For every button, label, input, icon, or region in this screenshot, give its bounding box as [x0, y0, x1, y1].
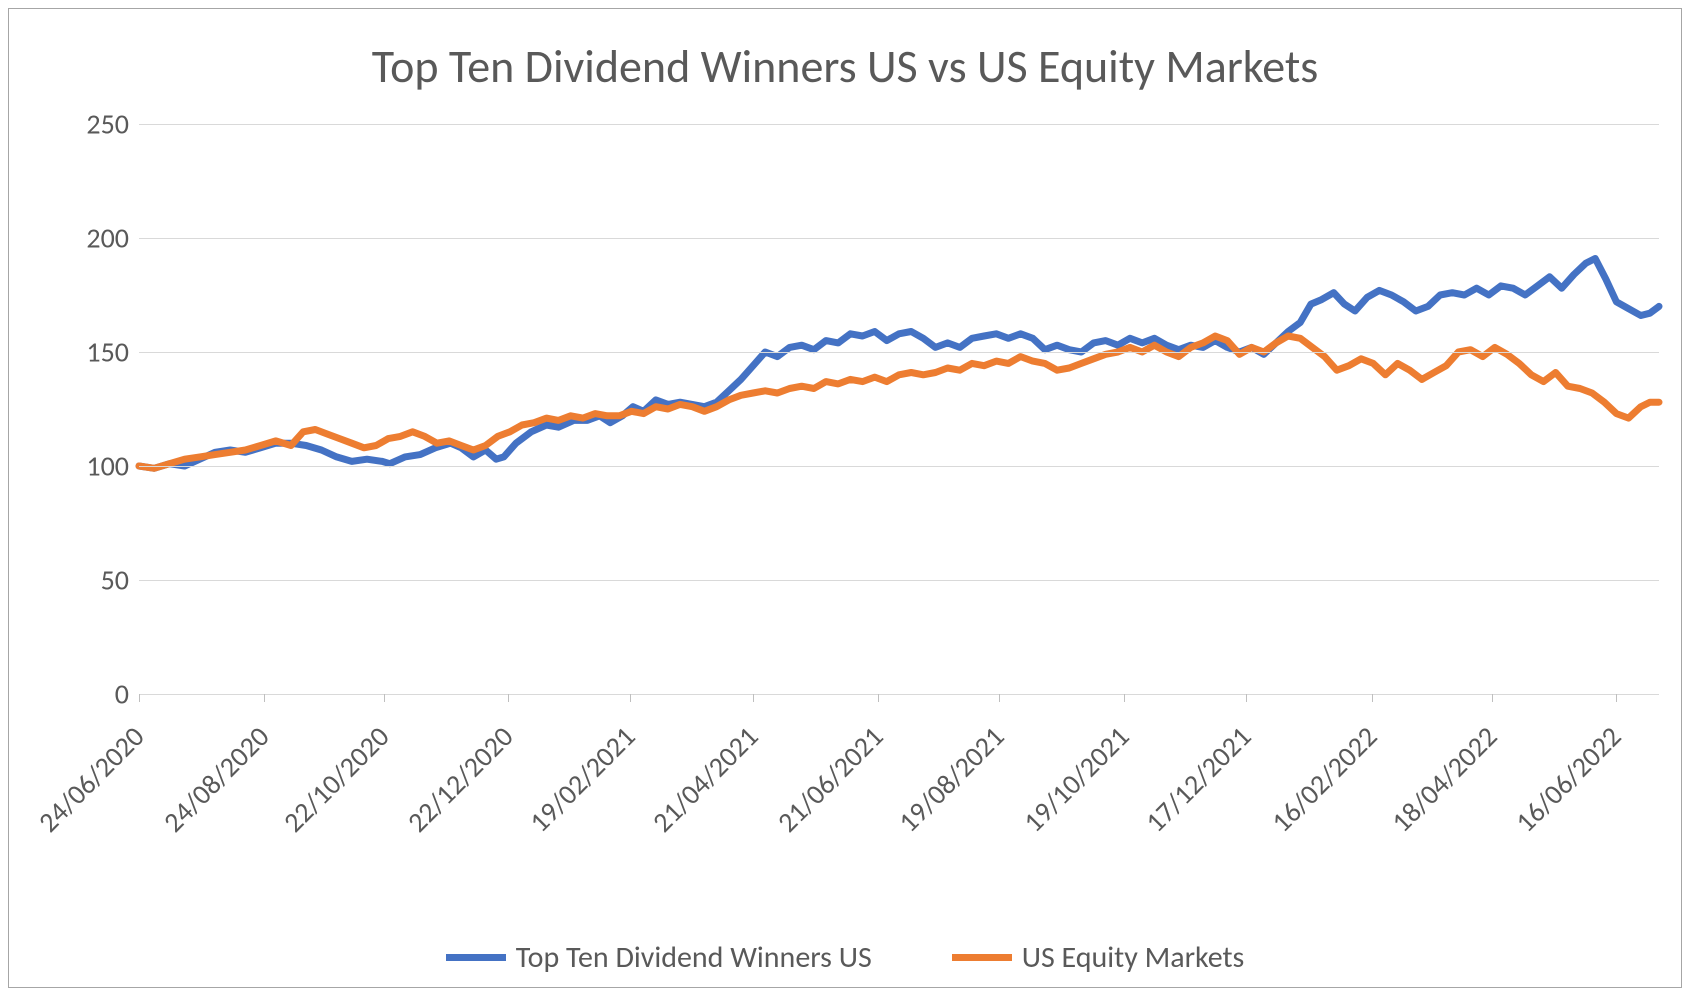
y-axis-tick-label: 150	[49, 335, 129, 370]
legend-label: US Equity Markets	[1022, 939, 1245, 976]
x-axis-tick	[384, 694, 385, 702]
chart-title: Top Ten Dividend Winners US vs US Equity…	[9, 39, 1681, 95]
y-axis-tick-label: 50	[49, 563, 129, 598]
x-axis-tick	[999, 694, 1000, 702]
x-axis-tick	[1246, 694, 1247, 702]
legend-swatch	[446, 954, 506, 961]
y-axis-tick-label: 0	[49, 677, 129, 712]
x-axis-tick	[1616, 694, 1617, 702]
x-axis-tick	[1124, 694, 1125, 702]
legend: Top Ten Dividend Winners US US Equity Mar…	[9, 939, 1681, 976]
x-axis-tick	[139, 694, 140, 702]
legend-swatch	[952, 954, 1012, 961]
series-line	[139, 259, 1659, 469]
series-line	[139, 336, 1659, 468]
gridline	[139, 124, 1659, 125]
gridline	[139, 694, 1659, 695]
x-axis-tick	[1372, 694, 1373, 702]
gridline	[139, 466, 1659, 467]
x-axis-tick	[508, 694, 509, 702]
y-axis-tick-label: 200	[49, 221, 129, 256]
x-axis-tick	[1492, 694, 1493, 702]
legend-item: US Equity Markets	[952, 939, 1245, 976]
plot-area: 05010015020025024/06/202024/08/202022/10…	[139, 124, 1659, 694]
gridline	[139, 580, 1659, 581]
chart-container: Top Ten Dividend Winners US vs US Equity…	[8, 8, 1682, 988]
gridline	[139, 238, 1659, 239]
y-axis-tick-label: 100	[49, 449, 129, 484]
x-axis-tick	[878, 694, 879, 702]
chart-lines	[139, 124, 1659, 694]
x-axis-tick	[753, 694, 754, 702]
gridline	[139, 352, 1659, 353]
legend-item: Top Ten Dividend Winners US	[446, 939, 872, 976]
y-axis-tick-label: 250	[49, 107, 129, 142]
x-axis-tick	[630, 694, 631, 702]
x-axis-tick	[264, 694, 265, 702]
legend-label: Top Ten Dividend Winners US	[516, 939, 872, 976]
